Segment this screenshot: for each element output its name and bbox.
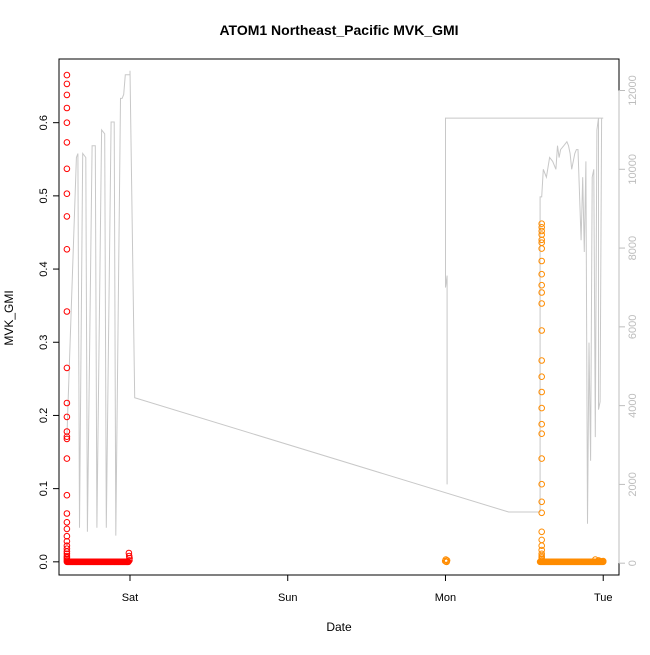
- gray-line: [66, 70, 604, 536]
- y-tick-label: 0.1: [38, 481, 50, 496]
- orange-data-point: [538, 281, 546, 289]
- red-data-point: [63, 91, 71, 99]
- red-data-point: [125, 552, 133, 560]
- red-data-point: [63, 532, 71, 540]
- red-data-point: [63, 435, 71, 443]
- y2-tick-label: 2000: [627, 472, 639, 496]
- orange-data-point: [538, 257, 546, 265]
- orange-data-point: [538, 300, 546, 307]
- orange-data-point: [538, 557, 546, 564]
- red-data-point: [126, 557, 133, 564]
- orange-data-point: [538, 404, 546, 412]
- orange-data-point: [538, 289, 546, 296]
- red-data-point: [63, 538, 71, 545]
- red-data-point: [63, 71, 71, 79]
- y-tick-label: 0.0: [38, 554, 50, 569]
- x-axis-label: Date: [326, 620, 352, 634]
- orange-data-point: [538, 536, 546, 544]
- x-tick-label: Tue: [594, 592, 613, 604]
- red-data-point: [63, 190, 71, 197]
- red-data-point: [63, 104, 71, 112]
- orange-data-point: [538, 509, 546, 517]
- y-tick-label: 0.6: [38, 115, 50, 130]
- red-data-point: [63, 455, 71, 462]
- y-axis-label: MVK_GMI: [2, 290, 16, 345]
- axes: 0.0 0.1 0.2 0.3 0.4 0.5 0.6 0 2000 4000 6000 8000 10…: [38, 75, 639, 604]
- x-tick-label: Sat: [122, 592, 139, 604]
- orange-data-point: [599, 557, 607, 565]
- red-data-point: [63, 545, 71, 553]
- point-series: [63, 71, 607, 566]
- y2-tick-label: 6000: [627, 315, 639, 339]
- red-data-point: [63, 80, 71, 88]
- red-data-point: [63, 557, 71, 564]
- red-data-point: [63, 165, 71, 173]
- y2-tick-label: 8000: [627, 236, 639, 260]
- red-data-point: [63, 399, 71, 407]
- orange-data-point: [538, 420, 546, 428]
- orange-data-point: [538, 245, 546, 252]
- red-data-point: [63, 119, 71, 126]
- orange-data-point: [443, 558, 451, 566]
- orange-data-point: [538, 357, 546, 364]
- red-data-point: [63, 308, 71, 315]
- y-tick-label: 0.5: [38, 188, 50, 203]
- orange-data-point: [538, 327, 546, 334]
- red-data-point: [63, 413, 71, 421]
- orange-data-point: [538, 542, 546, 550]
- red-data-point: [63, 519, 71, 526]
- red-data-point: [63, 491, 71, 499]
- red-data-point: [63, 510, 71, 517]
- orange-data-point: [538, 430, 546, 438]
- y2-tick-label: 4000: [627, 393, 639, 417]
- red-data-point: [63, 364, 71, 372]
- gray-line-series: [66, 70, 604, 536]
- orange-data-point: [538, 236, 546, 244]
- red-data-point: [63, 139, 71, 146]
- x-tick-label: Sun: [278, 592, 298, 604]
- orange-data-point: [596, 557, 604, 565]
- orange-data-point: [538, 480, 546, 488]
- orange-data-point: [538, 528, 546, 536]
- red-data-point: [63, 525, 71, 533]
- y2-tick-label: 10000: [627, 154, 639, 185]
- red-data-point: [126, 554, 133, 562]
- orange-data-point: [538, 227, 546, 235]
- y2-tick-label: 0: [627, 560, 639, 566]
- x-tick-label: Mon: [435, 592, 456, 604]
- orange-data-point: [538, 270, 546, 278]
- orange-data-point: [538, 224, 546, 231]
- y-tick-label: 0.4: [38, 261, 50, 276]
- chart-title: ATOM1 Northeast_Pacific MVK_GMI: [219, 22, 458, 38]
- orange-data-point: [538, 373, 546, 381]
- orange-data-point: [538, 220, 546, 227]
- orange-data-point: [538, 498, 546, 506]
- y2-tick-label: 12000: [627, 75, 639, 106]
- plot-frame: [58, 58, 620, 576]
- orange-data-point: [538, 455, 546, 462]
- y-tick-label: 0.2: [38, 408, 50, 423]
- red-data-point: [63, 213, 71, 220]
- y-tick-label: 0.3: [38, 335, 50, 350]
- red-data-point: [63, 246, 71, 253]
- red-data-point: [63, 433, 71, 441]
- orange-data-point: [538, 388, 546, 396]
